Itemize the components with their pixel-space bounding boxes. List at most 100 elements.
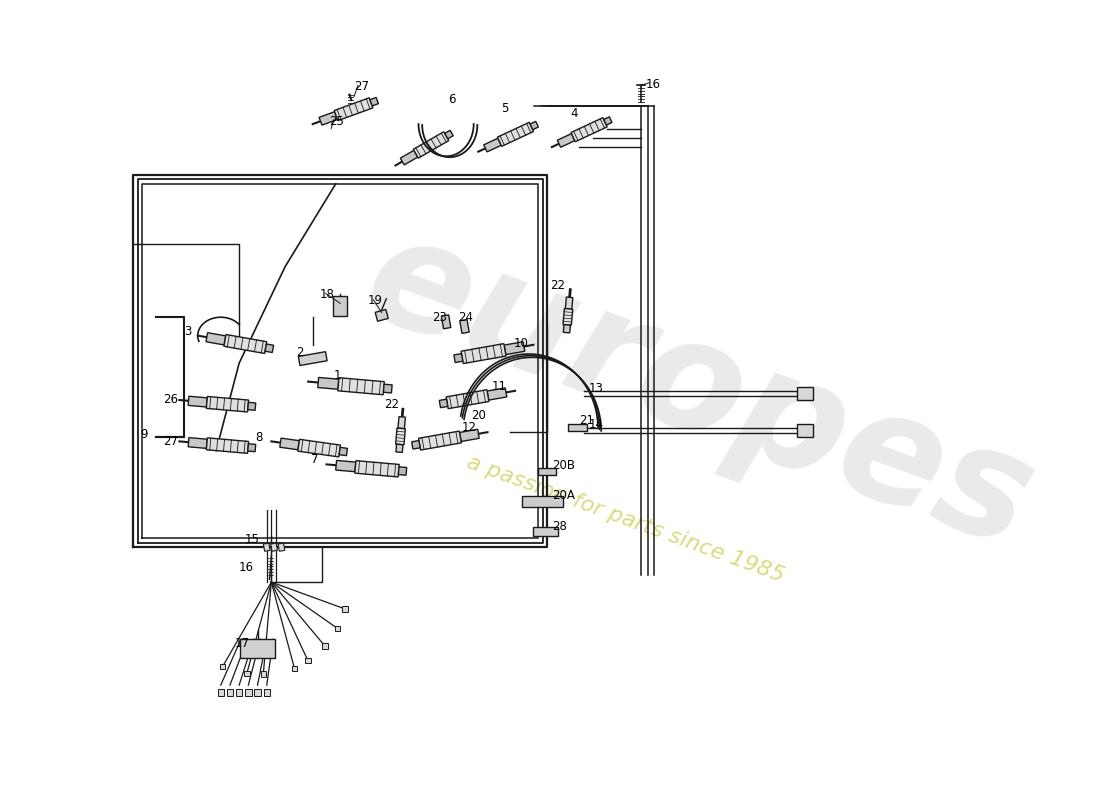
Polygon shape: [339, 447, 348, 456]
Polygon shape: [188, 438, 207, 448]
Text: 27: 27: [163, 435, 178, 448]
Text: 9: 9: [140, 427, 147, 441]
Polygon shape: [439, 399, 448, 408]
Polygon shape: [248, 402, 255, 410]
Polygon shape: [532, 527, 559, 536]
Text: 19: 19: [367, 294, 383, 307]
Polygon shape: [263, 543, 271, 551]
Polygon shape: [441, 315, 451, 329]
Text: a passion for parts since 1985: a passion for parts since 1985: [464, 453, 786, 586]
Polygon shape: [558, 134, 575, 147]
Polygon shape: [460, 430, 480, 442]
Text: 20B: 20B: [552, 459, 575, 472]
Polygon shape: [318, 378, 339, 390]
Polygon shape: [338, 378, 384, 394]
Text: 2: 2: [296, 346, 304, 358]
Polygon shape: [355, 461, 399, 477]
Text: 20A: 20A: [552, 490, 574, 502]
Polygon shape: [265, 344, 274, 353]
Polygon shape: [342, 606, 348, 612]
Polygon shape: [497, 122, 534, 146]
Polygon shape: [396, 428, 406, 445]
Text: 25: 25: [329, 115, 344, 128]
Polygon shape: [235, 690, 242, 696]
Text: 28: 28: [552, 519, 567, 533]
Polygon shape: [248, 444, 255, 452]
Polygon shape: [414, 132, 449, 158]
Polygon shape: [604, 117, 612, 125]
Polygon shape: [298, 439, 341, 457]
Polygon shape: [271, 543, 277, 551]
Polygon shape: [796, 424, 813, 437]
Polygon shape: [398, 467, 407, 475]
Polygon shape: [563, 325, 571, 333]
Text: 15: 15: [244, 534, 260, 546]
Polygon shape: [538, 468, 557, 475]
Polygon shape: [396, 444, 403, 453]
Polygon shape: [444, 130, 453, 139]
Polygon shape: [261, 671, 266, 677]
Polygon shape: [461, 344, 506, 363]
Polygon shape: [460, 319, 470, 334]
Polygon shape: [336, 461, 355, 472]
Polygon shape: [571, 118, 607, 142]
Text: 8: 8: [255, 431, 262, 444]
Polygon shape: [264, 690, 270, 696]
Text: 7: 7: [311, 454, 318, 466]
Polygon shape: [530, 122, 538, 130]
Text: europes: europes: [346, 202, 1052, 580]
Text: 16: 16: [646, 78, 661, 91]
Text: 16: 16: [239, 561, 254, 574]
Text: 23: 23: [432, 310, 448, 324]
Text: 18: 18: [320, 288, 336, 301]
Polygon shape: [245, 690, 252, 696]
Polygon shape: [292, 666, 297, 671]
Text: 27: 27: [354, 80, 370, 93]
Polygon shape: [411, 441, 420, 449]
Polygon shape: [207, 397, 249, 412]
Polygon shape: [334, 98, 373, 121]
Polygon shape: [207, 438, 249, 454]
Polygon shape: [334, 626, 340, 631]
Polygon shape: [240, 639, 275, 658]
Polygon shape: [220, 664, 225, 670]
Polygon shape: [796, 387, 813, 400]
Polygon shape: [227, 690, 233, 696]
Polygon shape: [322, 643, 328, 649]
Text: 1: 1: [334, 369, 341, 382]
Polygon shape: [333, 296, 348, 316]
Polygon shape: [254, 690, 261, 696]
Polygon shape: [305, 658, 310, 663]
Polygon shape: [298, 352, 327, 366]
Text: 4: 4: [570, 106, 578, 119]
Polygon shape: [522, 496, 563, 506]
Polygon shape: [370, 98, 378, 106]
Polygon shape: [487, 388, 507, 400]
Polygon shape: [398, 417, 406, 429]
Polygon shape: [484, 138, 502, 152]
Polygon shape: [278, 543, 285, 551]
Polygon shape: [375, 310, 388, 322]
Polygon shape: [563, 309, 573, 326]
Polygon shape: [565, 297, 573, 309]
Polygon shape: [188, 396, 207, 407]
Polygon shape: [206, 333, 225, 345]
Text: 22: 22: [550, 278, 565, 291]
Text: 12: 12: [462, 421, 476, 434]
Polygon shape: [454, 354, 463, 362]
Text: 11: 11: [492, 380, 507, 393]
Polygon shape: [319, 112, 338, 125]
Text: 26: 26: [163, 393, 178, 406]
Text: 20: 20: [471, 409, 486, 422]
Text: 17: 17: [234, 638, 250, 650]
Text: 13: 13: [588, 382, 604, 394]
Text: 24: 24: [458, 310, 473, 324]
Text: 3: 3: [184, 325, 191, 338]
Text: 14: 14: [588, 418, 604, 431]
Polygon shape: [504, 342, 525, 354]
Polygon shape: [400, 150, 418, 165]
Polygon shape: [418, 431, 461, 450]
Text: 5: 5: [502, 102, 508, 115]
Text: 21: 21: [580, 414, 594, 426]
Polygon shape: [244, 671, 250, 676]
